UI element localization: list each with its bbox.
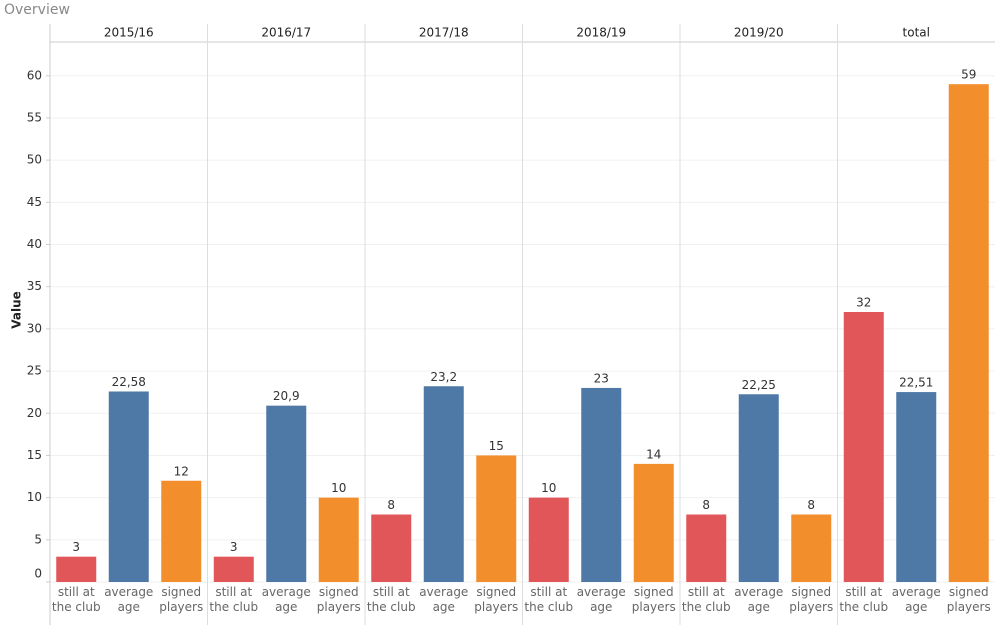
bar [633,463,674,582]
value-label: 3 [230,540,238,554]
bar [738,394,779,582]
x-tick-label: still at the club [524,585,574,614]
panel-header: 2016/17 [261,26,311,40]
bar [108,391,149,582]
bar [528,497,569,582]
panel-header: 2015/16 [104,26,154,40]
bar [686,514,727,582]
bar [476,455,517,582]
bar [791,514,832,582]
bar [318,497,359,582]
value-label: 23,2 [430,370,457,384]
x-tick-label: signed players [159,585,204,614]
bar [266,405,307,582]
panel-header: 2019/20 [734,26,784,40]
value-label: 8 [387,498,395,512]
x-tick-label: signed players [789,585,834,614]
value-label: 10 [331,481,346,495]
y-tick-label: 55 [27,110,42,124]
y-tick-label: 0 [34,567,42,581]
x-tick-label: still at the club [366,585,416,614]
value-label: 22,25 [742,378,776,392]
x-tick-label: average age [261,585,311,614]
x-tick-label: average age [576,585,626,614]
x-tick-label: still at the club [839,585,889,614]
y-tick-label: 25 [27,364,42,378]
y-tick-label: 30 [27,321,42,335]
value-label: 12 [174,464,189,478]
value-label: 8 [702,498,710,512]
x-tick-label: signed players [946,585,991,614]
bar [896,392,937,582]
y-tick-label: 45 [27,195,42,209]
y-tick-label: 35 [27,279,42,293]
x-tick-label: signed players [316,585,361,614]
value-label: 8 [807,498,815,512]
value-label: 22,51 [899,376,933,390]
value-label: 32 [856,296,871,310]
y-tick-label: 50 [27,153,42,167]
x-tick-label: average age [891,585,941,614]
y-tick-label: 10 [27,490,42,504]
x-tick-label: average age [734,585,784,614]
bar [56,556,97,582]
y-tick-label: 15 [27,448,42,462]
x-tick-label: average age [419,585,469,614]
panel-header: 2018/19 [576,26,626,40]
value-label: 15 [489,439,504,453]
x-tick-label: signed players [631,585,676,614]
bar [581,387,622,582]
value-label: 22,58 [112,375,146,389]
y-tick-label: 5 [34,532,42,546]
bar [423,386,464,582]
y-tick-label: 20 [27,406,42,420]
value-label: 23 [594,371,609,385]
bar [948,84,989,582]
bar [843,312,884,582]
value-label: 14 [646,447,661,461]
value-label: 59 [961,68,976,82]
x-tick-label: still at the club [209,585,259,614]
bar [213,556,254,582]
value-label: 3 [72,540,80,554]
x-tick-label: still at the club [681,585,731,614]
bar [161,480,202,582]
chart-title: Overview [4,2,70,18]
value-label: 20,9 [273,389,300,403]
bar [371,514,412,582]
x-tick-label: still at the club [51,585,101,614]
y-axis-label: Value [10,291,24,329]
x-tick-label: signed players [474,585,519,614]
y-tick-label: 40 [27,237,42,251]
panel-header: total [903,26,930,40]
y-tick-label: 60 [27,68,42,82]
x-tick-label: average age [104,585,154,614]
value-label: 10 [541,481,556,495]
panel-header: 2017/18 [419,26,469,40]
